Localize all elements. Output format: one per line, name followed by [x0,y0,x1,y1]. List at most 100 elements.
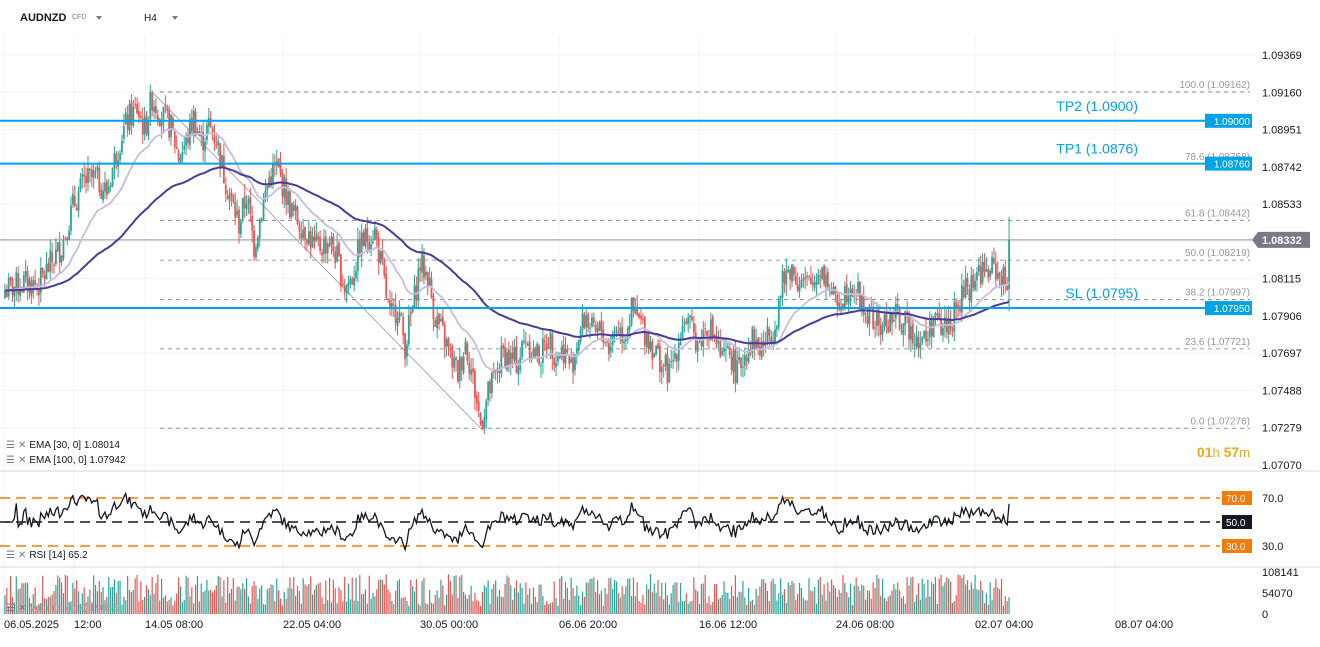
candle-body [85,176,88,184]
timeframe-label[interactable]: H4 [144,13,157,24]
timer-hours-unit: h [1212,445,1220,460]
candle-body [38,287,40,296]
candle-body [792,266,795,275]
candle-body [547,347,550,349]
close-icon[interactable]: ✕ [17,440,27,451]
candle-body [594,324,597,332]
candle-body [564,348,567,364]
candle-body [211,127,214,134]
current-price-tag [1252,231,1310,248]
candle-body [470,369,473,375]
candle-body [575,348,578,354]
candle-body [960,285,963,313]
candle-body [628,325,631,330]
close-icon[interactable]: ✕ [17,550,27,561]
candle-body [281,172,284,196]
candle-body [672,360,674,362]
close-icon[interactable]: ✕ [17,455,27,466]
candle-body [819,276,822,278]
candle-body [740,357,742,368]
candle-body [759,346,761,356]
candle-body [591,317,593,327]
candle-body [4,290,6,298]
candle-body [700,338,703,346]
candle-body [804,277,807,280]
candle-body [474,370,476,398]
rsi-level-tag [1222,539,1252,553]
candle-body [881,325,884,335]
candle-body [996,273,999,279]
candle-body [423,255,425,278]
candle-body [466,343,469,362]
candle-body [891,313,893,324]
level-label: TP2 (1.0900) [1056,98,1138,114]
candle-body [273,163,276,166]
candle-body [11,279,14,295]
candle-body [568,354,571,365]
candle-body [787,269,790,272]
legend-rsi[interactable]: ☰ ✕ RSI [14] 65.2 [6,550,88,561]
menu-icon[interactable]: ☰ [6,603,15,614]
candle-body [440,319,442,322]
horizontal-levels: TP2 (1.0900) 1.09000 TP1 (1.0876) 1.08760 SL… [0,98,1252,316]
candle-body [549,331,552,350]
time-tick-label: 24.06 08:00 [836,619,894,631]
candle-body [149,92,152,120]
candle-body [802,278,805,281]
grid-lines [0,36,1320,615]
ema100-line [4,166,1010,345]
candle-body [794,275,797,285]
rsi-tick-label: 70.0 [1262,493,1283,505]
legend-ema100[interactable]: ☰ ✕ EMA [100, 0] 1.07942 [6,455,126,466]
legend-volume[interactable]: ☰ ✕ Volume (tick) 19033 [6,603,118,614]
candle-body [394,305,397,324]
candle-body [426,271,429,288]
candle-body [725,349,727,351]
candle-body [364,228,367,247]
candle-body [704,328,707,330]
symbol-name[interactable]: AUDNZD [20,12,67,24]
candle-body [951,328,954,331]
candle-body [124,112,127,125]
candle-body [507,349,510,365]
candle-body [928,320,931,338]
candle-body [349,278,352,284]
legend-ema30[interactable]: ☰ ✕ EMA [30, 0] 1.08014 [6,440,120,451]
candle-body [668,363,671,382]
candle-body [79,178,82,191]
candle-body [779,296,782,300]
menu-icon[interactable]: ☰ [6,550,15,561]
fibonacci-levels: 100.0 (1.09162)78.6 (1.08758)61.8 (1.084… [0,80,1255,429]
candle-body [204,141,206,152]
rsi-line [4,491,1010,553]
legend-volume-text: Volume (tick) 19033 [29,603,118,614]
candle-body [985,269,988,272]
candle-body [675,355,678,362]
candle-body [187,134,189,143]
candle-body [402,316,405,336]
candle-body [298,224,301,232]
candle-body [609,346,612,352]
fib-level-label: 38.2 (1.07997) [1185,288,1250,299]
candle-body [732,350,735,373]
candle-body [419,267,422,271]
candle-body [860,295,863,308]
candle-body [336,245,339,262]
candle-body [138,111,140,117]
menu-icon[interactable]: ☰ [6,440,15,451]
close-icon[interactable]: ✕ [17,603,27,614]
candle-body [270,176,272,186]
timeframe-dropdown-icon[interactable] [172,16,178,20]
candle-body [372,241,374,244]
symbol-dropdown-icon[interactable] [96,16,102,20]
chart-toolbar: AUDNZD CFD H4 [0,0,1320,36]
price-tick-label: 1.07279 [1262,423,1302,435]
candle-body [694,332,697,351]
candle-body [553,358,556,366]
menu-icon[interactable]: ☰ [6,455,15,466]
candle-body [338,242,340,256]
candle-body [538,345,540,365]
candle-body [68,230,71,241]
candle-body [221,154,223,168]
